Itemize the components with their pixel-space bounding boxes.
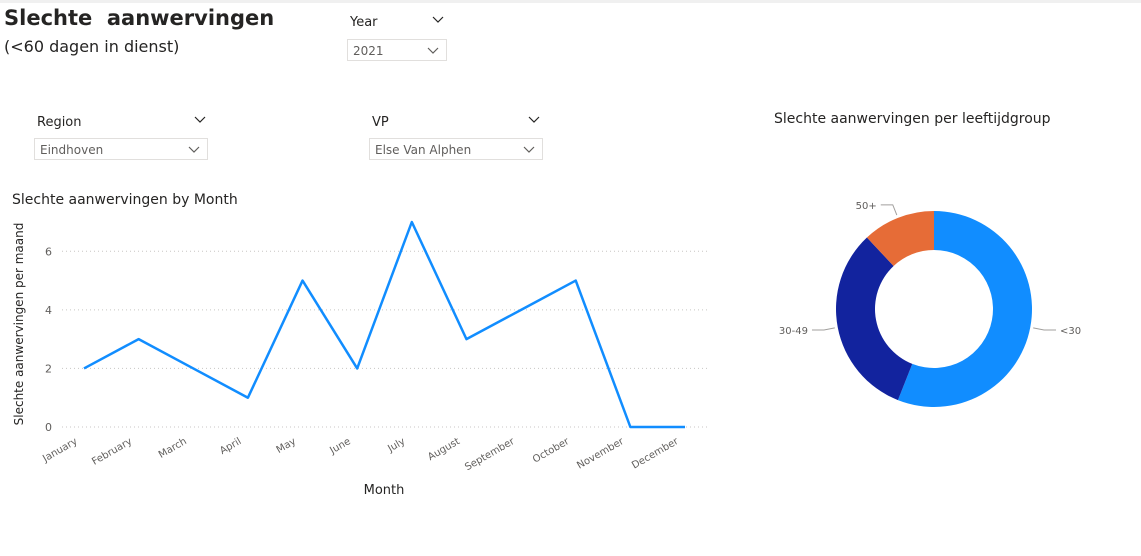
page-title: Slechte aanwervingen (4, 6, 275, 30)
region-slicer-label: Region (37, 115, 82, 130)
year-dropdown[interactable]: 2021 (347, 39, 447, 61)
x-axis-title: Month (364, 483, 405, 498)
page-subtitle: (<60 dagen in dienst) (4, 37, 180, 56)
y-tick-label: 6 (45, 245, 52, 258)
slice-label: 30-49 (779, 326, 808, 337)
slice-leader-line (880, 204, 898, 216)
y-tick-label: 0 (45, 421, 52, 434)
x-tick-label: December (630, 436, 681, 472)
vp-dropdown[interactable]: Else Van Alphen (369, 138, 543, 160)
slice-label: 50+ (856, 201, 877, 212)
donut-chart: <30 30-49 50+ (779, 201, 1081, 407)
donut-slice[interactable] (897, 211, 1032, 407)
chevron-down-icon (188, 146, 200, 153)
y-axis-title: Slechte aanwervingen per maand (12, 223, 26, 426)
series-line (83, 220, 685, 429)
chevron-down-icon[interactable] (193, 115, 207, 125)
x-tick-label: May (275, 436, 298, 456)
top-border (0, 0, 1141, 3)
line-chart-title: Slechte aanwervingen by Month (12, 192, 238, 208)
x-tick-label: August (426, 436, 462, 463)
region-dropdown-value: Eindhoven (40, 143, 104, 157)
chevron-down-icon[interactable] (431, 15, 445, 25)
y-tick-label: 2 (45, 362, 52, 375)
donut-chart-title: Slechte aanwervingen per leeftijdgroup (774, 111, 1051, 127)
donut-slice[interactable] (836, 237, 913, 401)
slice-label: <30 (1060, 326, 1081, 337)
line-chart: 0 2 4 6 January February March April May June July… (12, 220, 708, 498)
region-dropdown[interactable]: Eindhoven (34, 138, 208, 160)
chevron-down-icon (427, 47, 439, 54)
x-tick-label: September (463, 436, 517, 474)
donut-slice[interactable] (866, 211, 934, 266)
x-tick-label: April (218, 436, 243, 457)
x-tick-label: June (327, 436, 352, 457)
vp-dropdown-value: Else Van Alphen (375, 143, 472, 157)
y-tick-label: 4 (45, 304, 52, 317)
x-tick-label: January (40, 436, 79, 465)
chevron-down-icon[interactable] (527, 115, 541, 125)
x-tick-label: July (385, 436, 407, 455)
year-slicer-label: Year (350, 15, 378, 30)
slice-leader-line (1033, 327, 1057, 331)
x-tick-label: February (90, 436, 134, 468)
x-tick-label: October (531, 436, 572, 466)
chevron-down-icon (523, 146, 535, 153)
x-tick-label: November (575, 436, 626, 472)
year-dropdown-value: 2021 (353, 44, 384, 58)
vp-slicer-label: VP (372, 115, 389, 130)
slice-leader-line (811, 327, 835, 331)
x-tick-label: March (157, 436, 189, 461)
